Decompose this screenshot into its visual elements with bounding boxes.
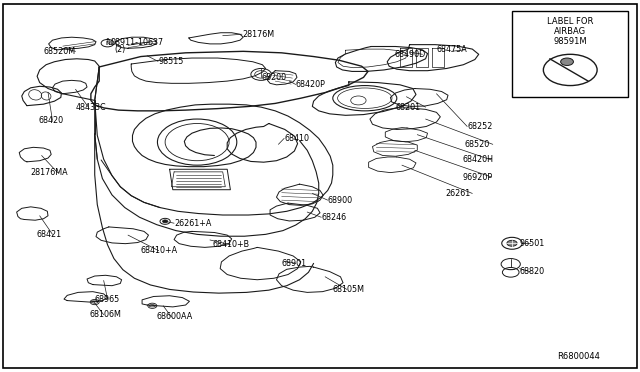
Text: 68520: 68520 [465,140,490,149]
Text: N: N [105,41,110,46]
Text: 68252: 68252 [467,122,493,131]
Text: 68900: 68900 [328,196,353,205]
Text: 68475A: 68475A [436,45,467,54]
Circle shape [507,240,517,246]
Circle shape [561,58,573,65]
Text: 68820: 68820 [520,267,545,276]
Text: (2): (2) [115,45,126,54]
Text: 68420: 68420 [38,116,63,125]
Bar [512,11,628,97]
Text: 68490D: 68490D [394,50,426,59]
Text: 96501: 96501 [520,239,545,248]
Text: 98515: 98515 [158,57,184,66]
Text: 68420P: 68420P [296,80,326,89]
Text: 68410+A: 68410+A [141,246,178,255]
Text: 98591M: 98591M [554,37,587,46]
Text: 68600AA: 68600AA [156,312,193,321]
Text: 68965: 68965 [95,295,120,304]
Text: ℕ: ℕ [106,38,113,46]
Text: 48433C: 48433C [76,103,106,112]
Text: 96920P: 96920P [462,173,492,182]
Text: 68410+B: 68410+B [212,240,250,249]
Circle shape [163,220,168,223]
Text: 68201: 68201 [396,103,420,112]
Text: AIRBAG: AIRBAG [554,27,586,36]
Text: 68901: 68901 [282,259,307,268]
Text: 68246: 68246 [321,213,346,222]
Text: 08911-10637: 08911-10637 [110,38,163,46]
Text: 68200: 68200 [261,73,286,81]
Text: R6800044: R6800044 [557,352,600,361]
Text: 68420H: 68420H [462,155,493,164]
Text: 68421: 68421 [36,230,61,239]
Text: 26261: 26261 [445,189,470,198]
Text: 68105M: 68105M [333,285,365,294]
Text: 68520M: 68520M [44,47,76,56]
Text: 28176MA: 28176MA [31,168,68,177]
Text: 28176M: 28176M [242,30,274,39]
Text: LABEL FOR: LABEL FOR [547,17,593,26]
Text: 26261+A: 26261+A [174,219,211,228]
Text: 68106M: 68106M [90,310,122,319]
Text: 68410: 68410 [284,134,309,143]
